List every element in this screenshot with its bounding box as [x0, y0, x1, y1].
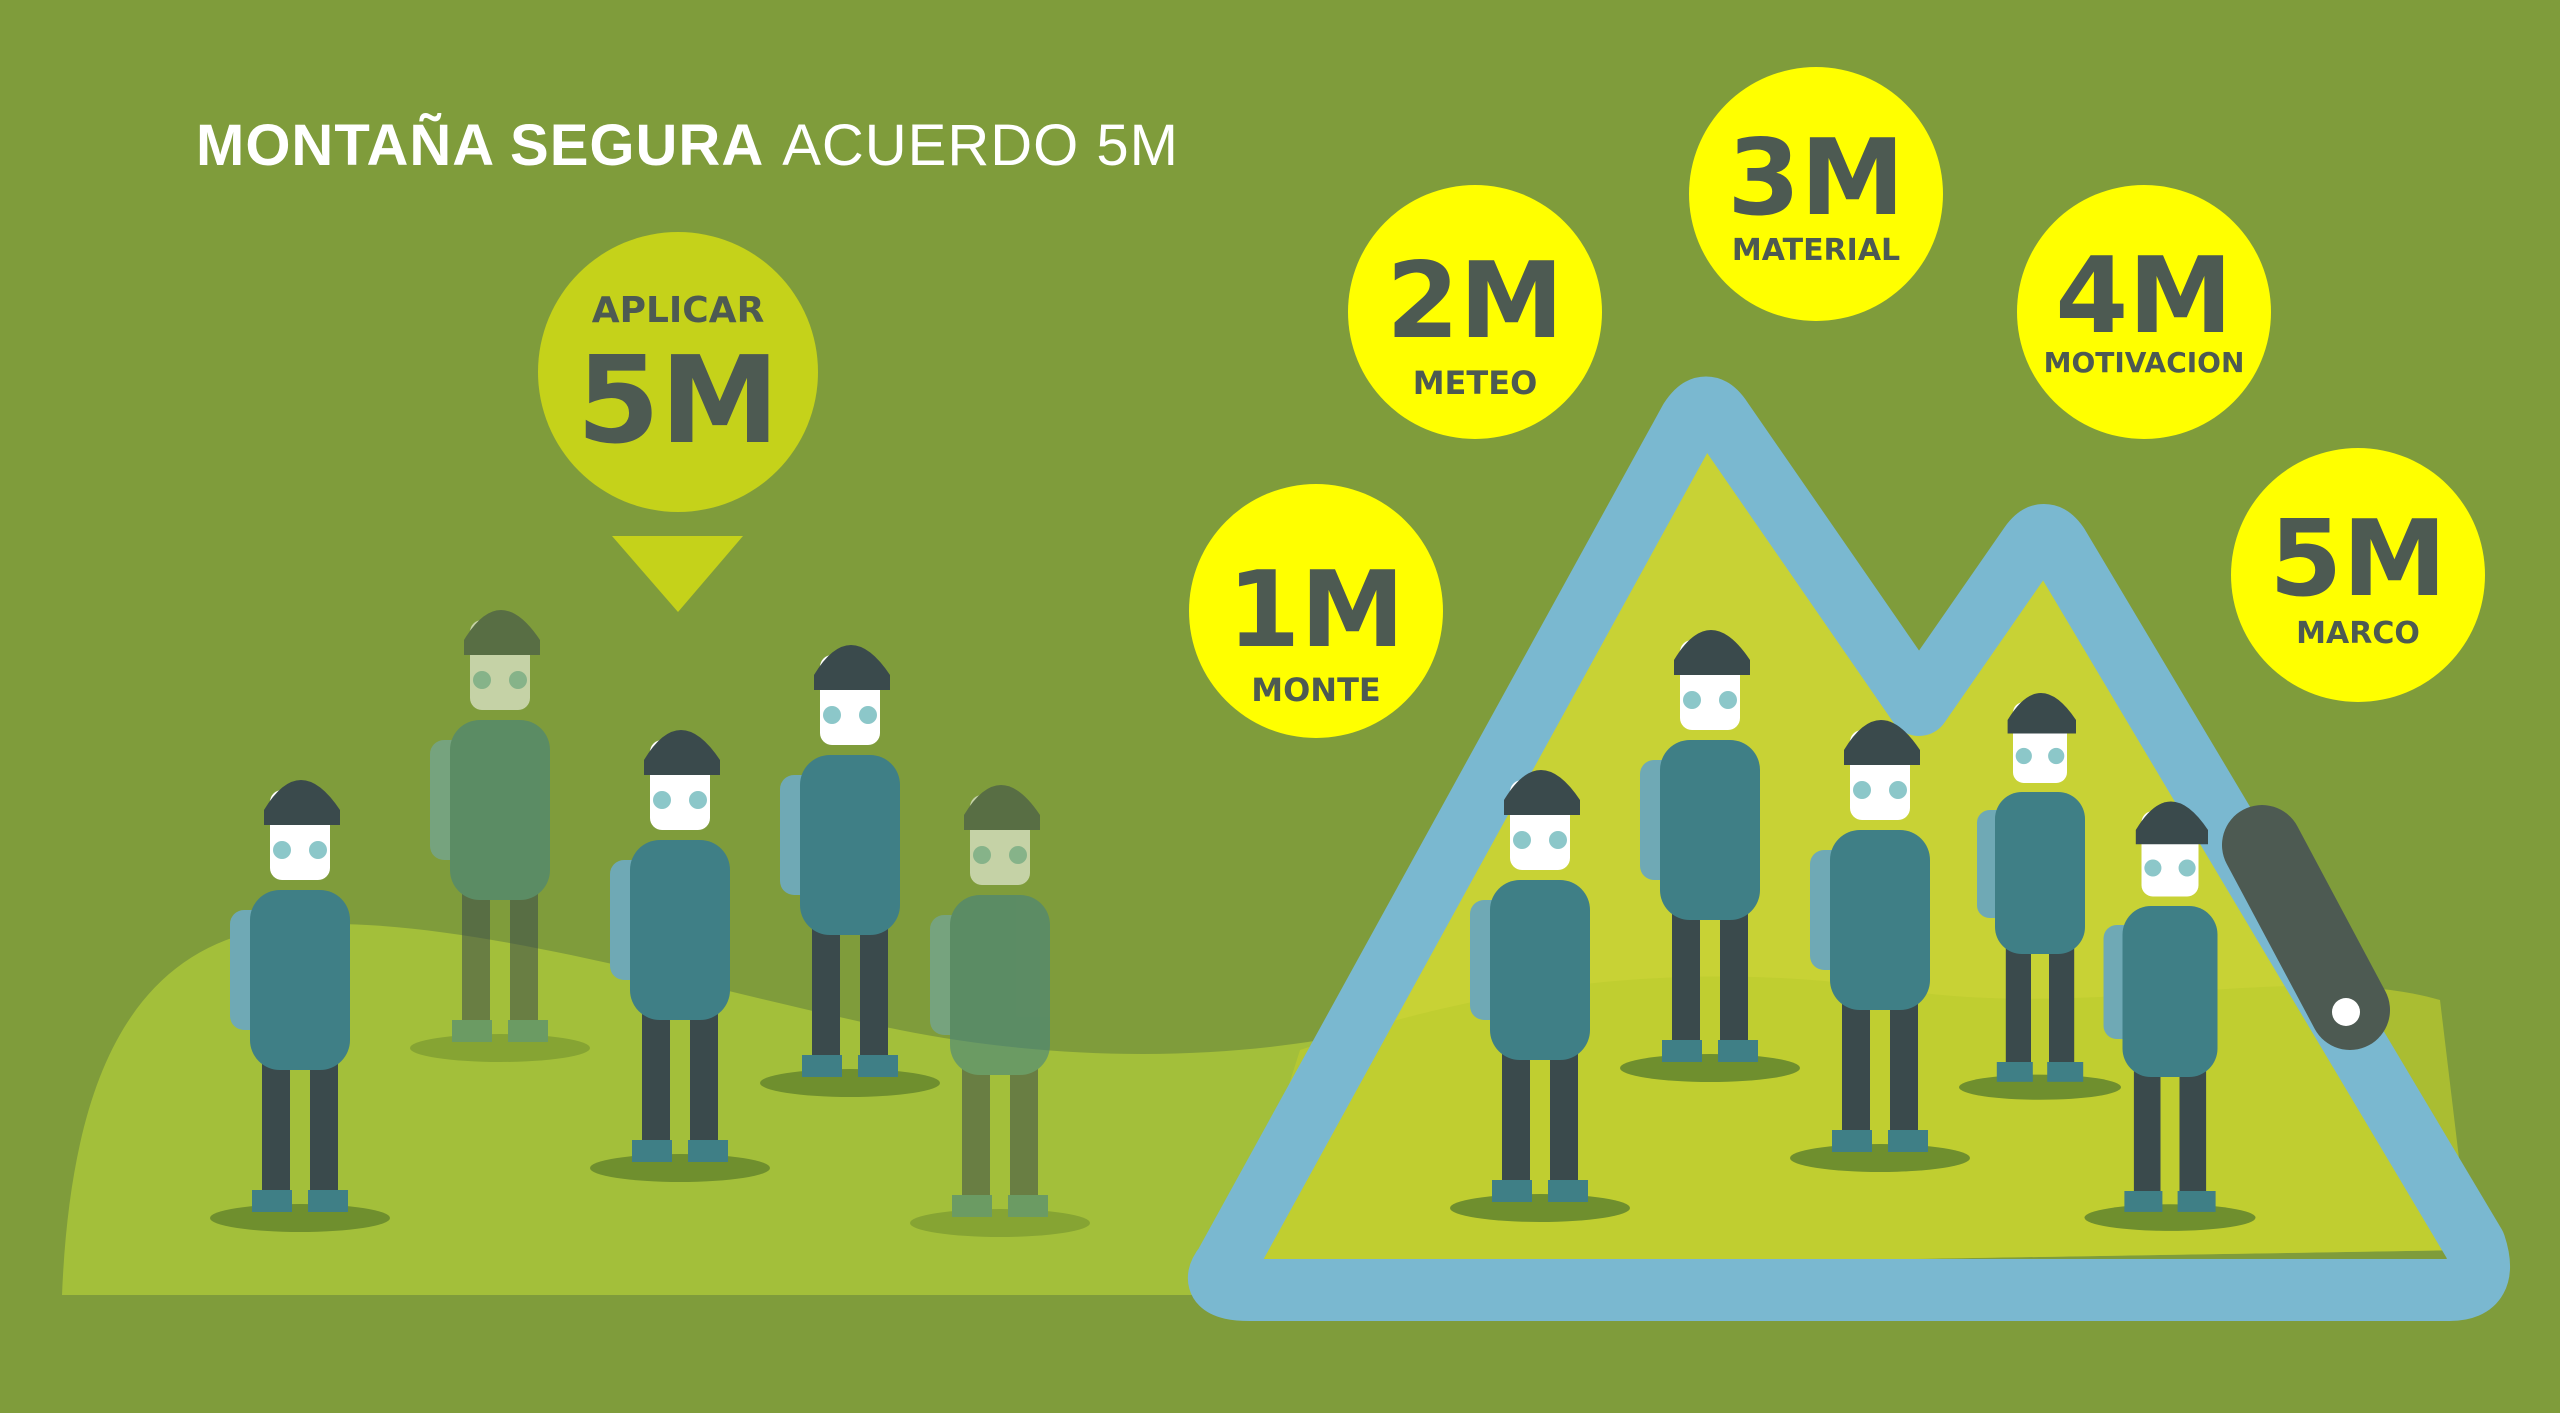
hiker	[410, 610, 590, 1062]
badge-label: MOTIVACION	[2044, 346, 2245, 379]
hiker	[1620, 630, 1800, 1082]
badge-main: 2M	[1386, 240, 1564, 362]
badge-main: 4M	[2055, 235, 2233, 357]
hiker	[760, 645, 940, 1097]
hiker	[2084, 801, 2256, 1231]
handle-icon	[2222, 805, 2390, 1050]
apply-badge-main: 5M	[577, 332, 780, 471]
pointer-triangle-icon	[612, 536, 743, 612]
hiker	[1959, 693, 2121, 1100]
hiker	[210, 780, 390, 1232]
handle-hole	[2332, 998, 2360, 1026]
badge-label: MATERIAL	[1732, 233, 1900, 268]
badge-1m: 1M MONTE	[1189, 484, 1443, 738]
badge-label: MARCO	[2296, 616, 2420, 651]
badge-label: METEO	[1413, 364, 1538, 402]
badge-main: 1M	[1227, 549, 1405, 671]
page-title: MONTAÑA SEGURA ACUERDO 5M	[196, 112, 1179, 179]
hikers-group	[210, 610, 2256, 1237]
title-light: ACUERDO 5M	[782, 113, 1179, 178]
badge-5m: 5M MARCO	[2231, 448, 2485, 702]
badge-4m: 4M MOTIVACION	[2017, 185, 2271, 439]
apply-5m-badge: APLICAR 5M	[538, 232, 818, 612]
badge-main: 5M	[2269, 498, 2447, 620]
mountain-outline	[1188, 377, 2510, 1321]
badge-main: 3M	[1727, 117, 1905, 239]
hiker	[910, 785, 1090, 1237]
badge-2m: 2M METEO	[1348, 185, 1602, 439]
badge-label: MONTE	[1251, 671, 1381, 709]
badge-3m: 3M MATERIAL	[1689, 67, 1943, 321]
hiker	[1450, 770, 1630, 1222]
hill	[62, 923, 1400, 1295]
hiker	[1790, 720, 1970, 1172]
hiker	[590, 730, 770, 1182]
title-bold: MONTAÑA SEGURA	[196, 113, 765, 178]
apply-badge-top: APLICAR	[592, 290, 765, 331]
